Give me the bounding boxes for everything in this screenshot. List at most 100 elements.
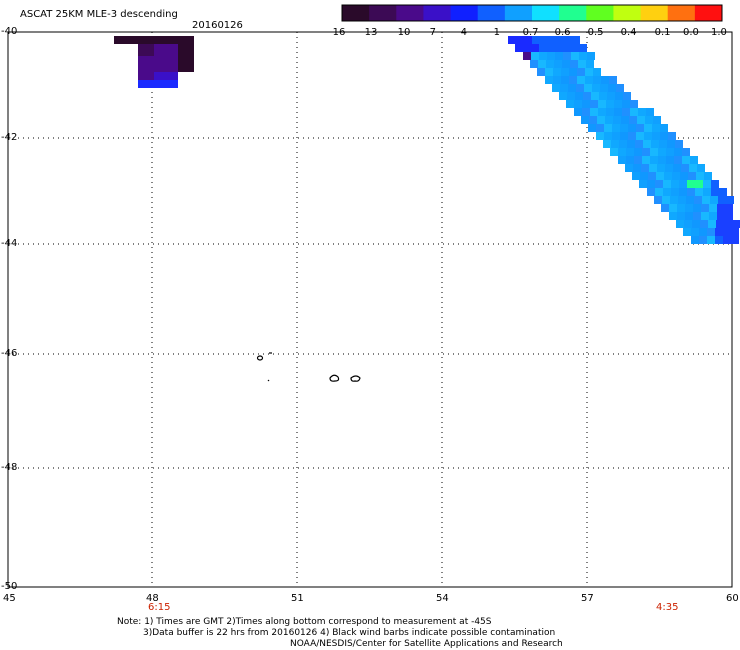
- swath-cell: [590, 100, 598, 108]
- swath-cell: [616, 84, 624, 92]
- colorbar-label: -0.4: [617, 27, 637, 38]
- swath-cell: [674, 156, 682, 164]
- colorbar-swatch: [450, 5, 479, 21]
- swath-cell: [709, 212, 717, 220]
- swath-cell: [561, 68, 569, 76]
- lon-tick-label: 54: [436, 593, 449, 604]
- swath-cell: [552, 84, 560, 92]
- swath-cell: [640, 172, 648, 180]
- swath-cell: [663, 180, 671, 188]
- swath-cell: [717, 204, 725, 212]
- swath-cell: [679, 180, 687, 188]
- swath-cell: [658, 156, 666, 164]
- swath-cell: [593, 76, 601, 84]
- colorbar-swatch: [613, 5, 642, 21]
- swath-cell: [683, 228, 691, 236]
- swath-cell: [553, 68, 561, 76]
- swath-cell: [708, 220, 716, 228]
- swath-cell: [643, 140, 651, 148]
- swath-cell: [726, 196, 734, 204]
- swath-cell: [711, 180, 719, 188]
- swath-cell: [658, 148, 666, 156]
- swath-cell: [657, 164, 665, 172]
- swath-cell: [524, 36, 532, 44]
- swath-cell: [707, 228, 715, 236]
- colorbar-swatch: [667, 5, 696, 21]
- swath-cell: [532, 36, 540, 44]
- swath-cell: [621, 116, 629, 124]
- swath-cell: [599, 92, 607, 100]
- swath-cell: [587, 52, 595, 60]
- swath-cell: [625, 164, 633, 172]
- colorbar-frame: [341, 4, 723, 22]
- swath-cell: [548, 36, 556, 44]
- swath-cell: [572, 36, 580, 44]
- swath-cell: [571, 52, 579, 60]
- swath-cell: [539, 44, 547, 52]
- swath-cell: [581, 116, 589, 124]
- swath-cell: [540, 36, 548, 44]
- swath-cell: [701, 212, 709, 220]
- lon-tick-label: 57: [581, 593, 594, 604]
- swath-cell: [723, 228, 731, 236]
- swath-cell: [630, 108, 638, 116]
- swath-cell: [628, 132, 636, 140]
- colorbar-label: -0.1: [651, 27, 671, 38]
- swath-cell: [547, 44, 555, 52]
- lat-tick-label: -40: [1, 26, 18, 37]
- swath-cell: [585, 68, 593, 76]
- swath-cell: [677, 204, 685, 212]
- swath-cell: [696, 172, 704, 180]
- swath-cell: [678, 196, 686, 204]
- swath-cell: [582, 108, 590, 116]
- swath-cell: [619, 140, 627, 148]
- swath-cell: [707, 236, 715, 244]
- swath-cell: [647, 188, 655, 196]
- swath-cell: [559, 92, 567, 100]
- colorbar-label: -7: [426, 27, 436, 38]
- swath-cell: [645, 116, 653, 124]
- swath-cell: [607, 92, 615, 100]
- swath-cell: [570, 60, 578, 68]
- colorbar-swatch: [640, 5, 669, 21]
- swath-cell: [650, 156, 658, 164]
- swath-cell: [114, 36, 194, 44]
- swath-cell: [589, 116, 597, 124]
- swath-cell: [591, 92, 599, 100]
- lon-tick-label: 60: [726, 593, 739, 604]
- colorbar: [341, 4, 723, 22]
- swath-cell: [564, 36, 572, 44]
- swath-cell: [585, 76, 593, 84]
- swath-cell: [614, 108, 622, 116]
- colorbar-swatch: [396, 5, 424, 21]
- swath-cell: [680, 172, 688, 180]
- swath-cell: [666, 148, 674, 156]
- swath-cell: [562, 60, 570, 68]
- swath-cell: [605, 116, 613, 124]
- swath-cell: [665, 164, 673, 172]
- swath-cell: [523, 52, 531, 60]
- swath-cell: [560, 84, 568, 92]
- swath-cell: [577, 68, 585, 76]
- swath-cell: [652, 132, 660, 140]
- swath-cell: [731, 236, 739, 244]
- swath-cell: [620, 124, 628, 132]
- swath-cell: [651, 140, 659, 148]
- swath-cell: [613, 116, 621, 124]
- swath-cell: [630, 100, 638, 108]
- swath-cell: [656, 172, 664, 180]
- colorbar-swatch: [559, 5, 587, 21]
- swath-cell: [684, 220, 692, 228]
- chart-title: ASCAT 25KM MLE-3 descending: [20, 9, 178, 20]
- colorbar-label: 1.0: [711, 27, 727, 38]
- swath-cell: [642, 148, 650, 156]
- swath-cell: [538, 60, 546, 68]
- swath-cell: [692, 220, 700, 228]
- colorbar-label: -16: [329, 27, 346, 38]
- colorbar-label: -4: [457, 27, 467, 38]
- swath-cell: [670, 196, 678, 204]
- swath-cell: [689, 164, 697, 172]
- colorbar-swatch: [423, 5, 452, 21]
- chart-date: 20160126: [192, 20, 243, 31]
- swath-cell: [571, 44, 579, 52]
